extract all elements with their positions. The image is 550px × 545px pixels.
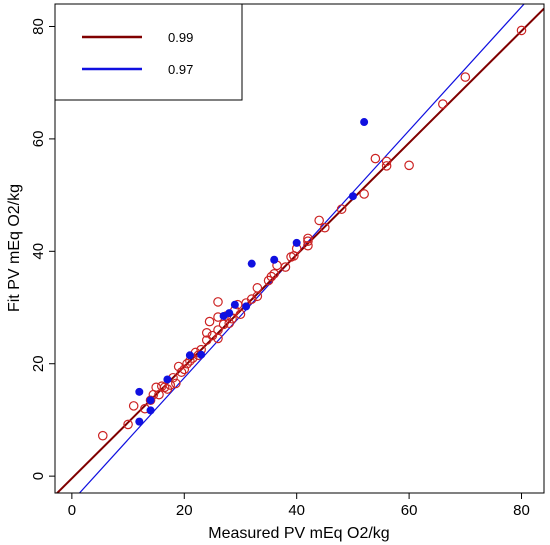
data-point-series-0: [207, 330, 218, 341]
data-point-series-1: [185, 351, 194, 360]
data-point-series-0: [460, 72, 471, 82]
data-point-series-0: [303, 240, 313, 251]
data-point-series-0: [269, 268, 280, 279]
data-point-series-1: [135, 387, 144, 396]
data-point-series-0: [154, 389, 164, 400]
data-point-series-0: [128, 401, 139, 411]
data-point-series-0: [252, 283, 263, 293]
x-tick-label: 0: [68, 502, 76, 519]
x-axis: 0 20 40 60 80: [68, 493, 530, 519]
data-point-series-1: [135, 417, 144, 426]
x-tick-label: 80: [513, 502, 530, 519]
data-point-series-0: [145, 395, 156, 406]
data-point-series-1: [270, 255, 279, 264]
data-point-series-1: [146, 396, 155, 405]
data-point-series-1: [197, 350, 206, 359]
data-point-series-0: [159, 382, 170, 393]
data-point-series-0: [201, 328, 212, 338]
data-point-series-1: [225, 309, 234, 318]
data-point-series-1: [247, 259, 256, 268]
y-tick-label: 0: [30, 472, 47, 480]
data-point-series-1: [360, 118, 369, 127]
data-point-series-0: [370, 153, 381, 164]
data-point-series-0: [173, 361, 184, 372]
data-point-series-0: [404, 160, 414, 171]
data-point-series-0: [319, 222, 330, 233]
x-tick-label: 60: [401, 502, 418, 519]
data-point-series-0: [204, 316, 215, 327]
legend-label-1: 0.97: [168, 62, 193, 77]
y-axis: 0 20 40 60 80: [30, 18, 55, 480]
data-point-series-0: [359, 189, 369, 199]
plot-frame: [54, 3, 545, 494]
data-point-series-0: [179, 364, 190, 375]
data-point-series-0: [171, 378, 181, 389]
data-point-series-0: [280, 262, 291, 272]
y-axis-title: Fit PV mEq O2/kg: [6, 184, 23, 312]
data-point-series-0: [123, 419, 133, 430]
x-tick-label: 40: [288, 502, 305, 519]
data-point-series-1: [146, 406, 155, 415]
data-point-series-1: [230, 300, 239, 309]
data-point-series-1: [348, 192, 357, 201]
data-point-series-0: [246, 294, 257, 304]
data-point-series-0: [266, 271, 277, 282]
data-point-series-0: [516, 25, 527, 36]
data-point-series-0: [97, 430, 108, 441]
data-point-series-0: [218, 319, 229, 330]
data-point-series-0: [381, 156, 392, 167]
data-point-series-0: [303, 236, 313, 246]
legend-label-0: 0.99: [168, 30, 193, 45]
x-axis-title: Measured PV mEq O2/kg: [208, 525, 389, 542]
data-points: [97, 25, 527, 441]
y-tick-label: 60: [30, 131, 47, 148]
data-point-series-0: [303, 233, 313, 244]
data-point-series-0: [438, 99, 448, 109]
data-point-series-0: [176, 367, 187, 377]
data-point-series-0: [381, 161, 392, 171]
y-tick-label: 20: [30, 355, 47, 372]
data-point-series-0: [235, 309, 246, 320]
y-tick-label: 40: [30, 243, 47, 260]
x-tick-label: 20: [176, 502, 193, 519]
data-point-series-1: [163, 375, 172, 384]
y-tick-label: 80: [30, 18, 47, 35]
legend: 0.99 0.97: [54, 3, 243, 101]
data-point-series-1: [242, 302, 251, 311]
data-point-series-0: [314, 215, 324, 226]
data-point-series-0: [182, 358, 192, 369]
legend-box: [54, 3, 243, 101]
data-point-series-0: [213, 297, 223, 307]
data-point-series-1: [292, 238, 301, 247]
data-point-series-0: [213, 325, 223, 335]
data-point-series-0: [336, 204, 347, 214]
